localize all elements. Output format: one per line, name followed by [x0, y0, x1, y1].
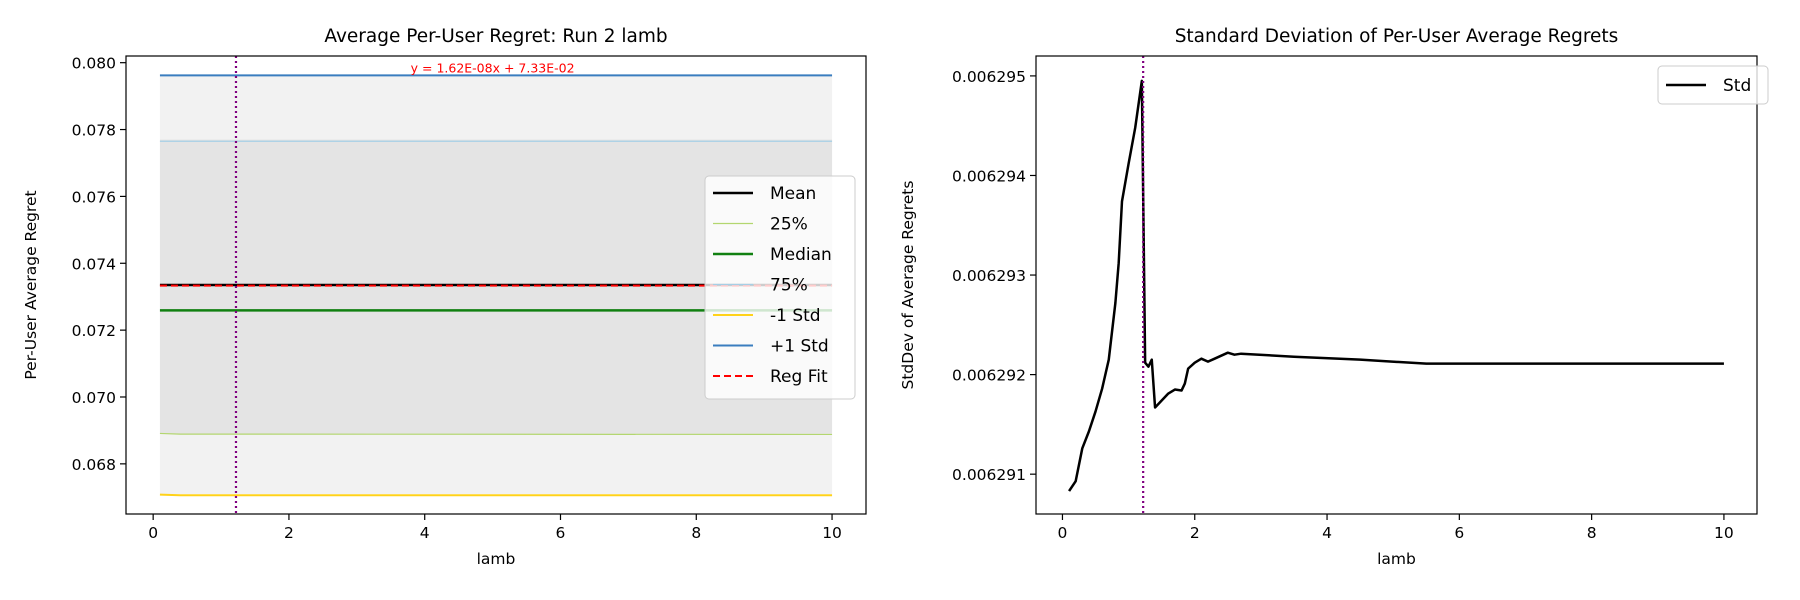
x-tick-label: 10	[822, 524, 842, 542]
p2-series	[1068, 79, 1724, 492]
legend-label: -1 Std	[770, 306, 821, 326]
y-tick-label: 0.070	[72, 389, 116, 407]
y-tick-label: 0.006292	[952, 367, 1026, 385]
y-tick-label: 0.074	[72, 255, 116, 273]
legend-label: Mean	[770, 184, 816, 204]
y-tick-label: 0.006291	[952, 466, 1026, 484]
y-tick-label: 0.068	[72, 456, 116, 474]
series-line-std	[1068, 79, 1724, 492]
p2-legend: Std	[1657, 65, 1769, 105]
p1-annotation: y = 1.62E-08x + 7.33E-02	[411, 60, 575, 75]
p1-yticks: 0.068 0.070 0.072 0.074 0.076 0.078 0.080	[72, 55, 126, 474]
series-line-25	[159, 432, 833, 436]
legend-box	[1657, 65, 1769, 105]
p1-legend: Mean 25% Median 75% -1 Std +1 Std Reg Fit	[704, 175, 856, 400]
y-tick-label: 0.006294	[952, 167, 1026, 185]
y-tick-label: 0.076	[72, 188, 116, 206]
y-tick-label: 0.078	[72, 122, 116, 140]
y-tick-label: 0.006293	[952, 267, 1026, 285]
panel-std: 0 2 4 6 8 10 0.006291 0.006292 0.006293 0.006294…	[899, 26, 1769, 568]
p2-title: Standard Deviation of Per-User Average R…	[1175, 26, 1619, 47]
x-tick-label: 4	[420, 524, 430, 542]
p2-yticks: 0.006291 0.006292 0.006293 0.006294 0.006295	[952, 68, 1036, 484]
legend-label: Median	[770, 245, 832, 265]
p2-xlabel: lamb	[1377, 550, 1416, 568]
x-tick-label: 10	[1714, 524, 1734, 542]
x-tick-label: 2	[1190, 524, 1200, 542]
legend-label: 25%	[770, 215, 808, 235]
legend-label: 75%	[770, 276, 808, 296]
y-tick-label: 0.006295	[952, 68, 1026, 86]
p1-ylabel: Per-User Average Regret	[22, 190, 40, 379]
p2-ylabel: StdDev of Average Regrets	[899, 181, 917, 390]
y-tick-label: 0.080	[72, 55, 116, 73]
p1-xlabel: lamb	[477, 550, 516, 568]
y-tick-label: 0.072	[72, 322, 116, 340]
legend-box	[704, 175, 856, 400]
x-tick-label: 0	[148, 524, 158, 542]
series-line-1-std	[159, 493, 833, 497]
x-tick-label: 2	[284, 524, 294, 542]
p2-frame	[1035, 55, 1758, 515]
x-tick-label: 4	[1322, 524, 1332, 542]
x-tick-label: 6	[1454, 524, 1464, 542]
x-tick-label: 0	[1058, 524, 1068, 542]
p2-xticks: 0 2 4 6 8 10	[1058, 514, 1734, 542]
p1-xticks: 0 2 4 6 8 10	[148, 514, 842, 542]
x-tick-label: 6	[556, 524, 566, 542]
panel-regret: 0 2 4 6 8 10 0.0680.0700.0720.0740.0760.0780.…	[22, 26, 867, 568]
p1-title: Average Per-User Regret: Run 2 lamb	[324, 26, 667, 47]
x-tick-label: 8	[691, 524, 701, 542]
legend-label: +1 Std	[770, 337, 829, 357]
x-tick-label: 8	[1587, 524, 1597, 542]
p1-frame	[125, 55, 867, 515]
legend-label: Std	[1723, 76, 1751, 96]
legend-label: Reg Fit	[770, 367, 828, 387]
